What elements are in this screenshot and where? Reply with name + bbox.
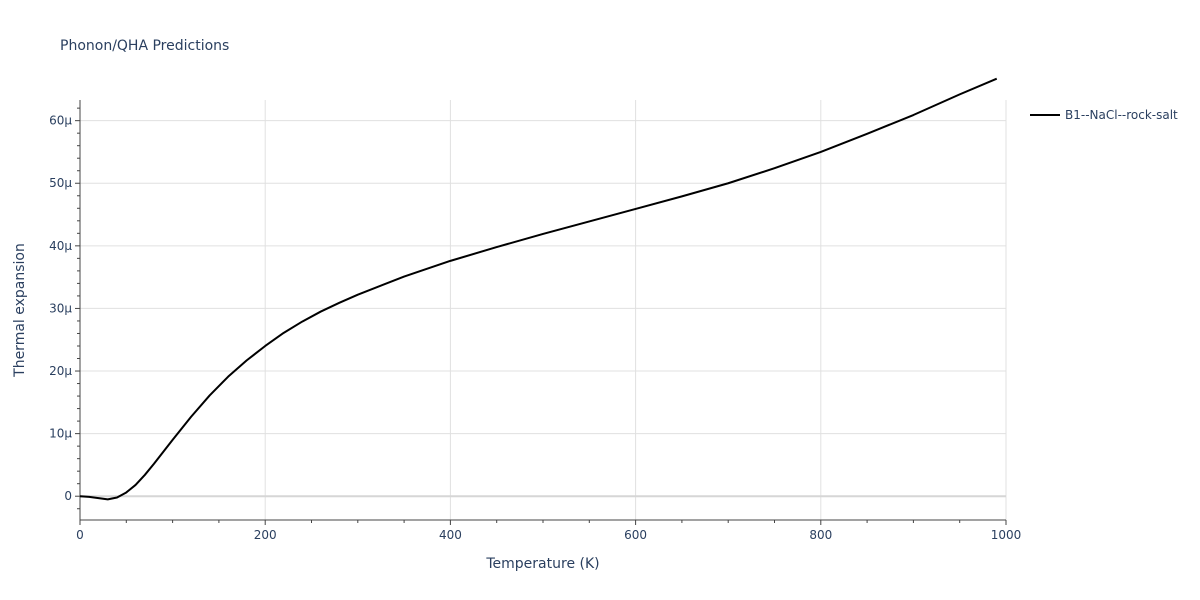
axes: 0 200 400 600 800 1000 0 10μ 20μ 30μ 40μ 50μ 60μ	[49, 100, 1021, 542]
x-tick-label: 400	[439, 528, 462, 542]
x-axis-title: Temperature (K)	[485, 556, 599, 572]
y-tick-label: 0	[64, 489, 72, 503]
grid	[80, 100, 1007, 520]
chart-title: Phonon/QHA Predictions	[60, 38, 229, 54]
y-tick-label: 60μ	[49, 114, 72, 128]
x-tick-label: 600	[624, 528, 647, 542]
x-tick-label: 0	[76, 528, 84, 542]
legend-label: B1--NaCl--rock-salt	[1065, 108, 1178, 122]
y-tick-label: 30μ	[49, 301, 72, 315]
series-layer	[79, 77, 998, 501]
y-tick-label: 10μ	[49, 427, 72, 441]
x-tick-label: 800	[809, 528, 832, 542]
x-tick-label: 200	[254, 528, 277, 542]
y-tick-label: 50μ	[49, 176, 72, 190]
y-axis-title: Thermal expansion	[12, 243, 28, 378]
x-tick-label: 1000	[991, 528, 1022, 542]
series-line[interactable]	[79, 77, 998, 501]
y-tick-label: 40μ	[49, 239, 72, 253]
legend[interactable]: B1--NaCl--rock-salt	[1030, 108, 1178, 122]
y-tick-label: 20μ	[49, 364, 72, 378]
